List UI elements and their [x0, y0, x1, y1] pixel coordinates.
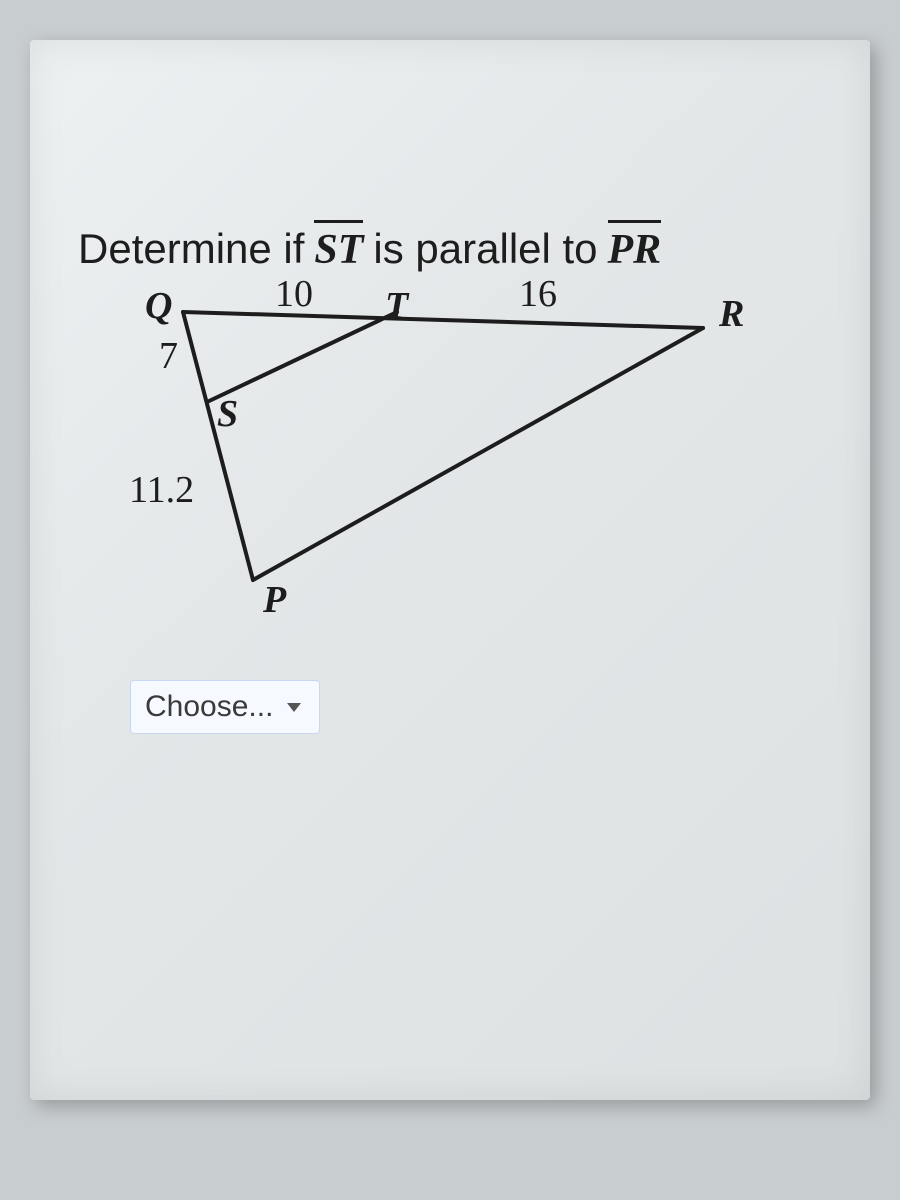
worksheet-screen: Determine if ST is parallel to PR Q T R …: [30, 40, 870, 1100]
question-headline: Determine if ST is parallel to PR: [78, 220, 661, 274]
triangle-figure: Q T R S P 10 16 7 11.2: [135, 280, 755, 640]
vertex-t-label: T: [385, 284, 408, 328]
segment-pr-symbol: PR: [608, 220, 662, 274]
length-sp-label: 11.2: [129, 468, 194, 512]
segment-st-symbol: ST: [314, 220, 363, 274]
length-qs-label: 7: [159, 334, 178, 378]
answer-dropdown[interactable]: Choose...: [130, 680, 320, 734]
vertex-q-label: Q: [145, 284, 172, 328]
length-qt-label: 10: [275, 272, 313, 316]
dropdown-placeholder: Choose...: [145, 690, 273, 724]
chevron-down-icon: [287, 703, 301, 712]
vertex-r-label: R: [719, 292, 744, 336]
headline-middle: is parallel to: [373, 225, 597, 273]
triangle-svg: [135, 280, 755, 640]
headline-prefix: Determine if: [78, 225, 304, 273]
length-tr-label: 16: [519, 272, 557, 316]
vertex-p-label: P: [263, 578, 286, 622]
vertex-s-label: S: [217, 392, 238, 436]
